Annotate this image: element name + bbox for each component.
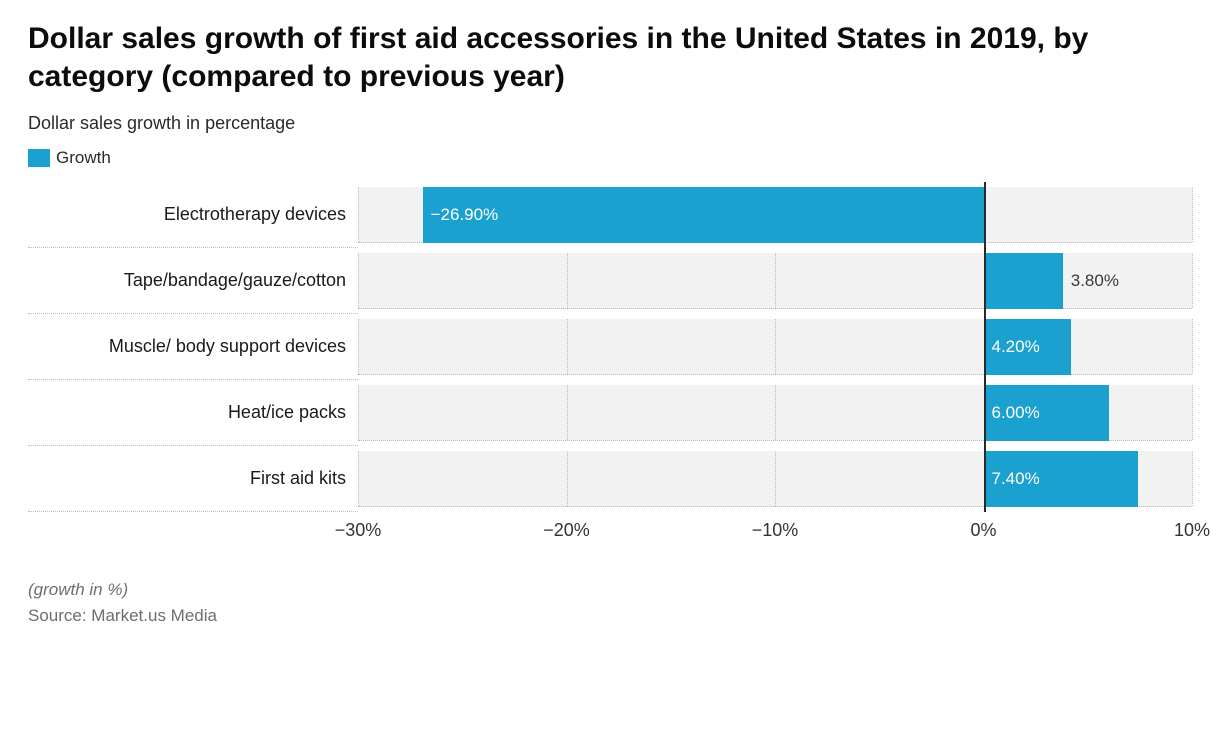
bar: 7.40% — [984, 451, 1138, 507]
x-tick-label: −10% — [752, 520, 799, 541]
bar-track: 7.40% — [358, 446, 1192, 512]
bar: 4.20% — [984, 319, 1072, 375]
bar: 3.80% — [984, 253, 1063, 309]
category-label: Muscle/ body support devices — [28, 314, 358, 380]
bar-track: 4.20% — [358, 314, 1192, 380]
chart-subtitle: Dollar sales growth in percentage — [28, 113, 1192, 134]
x-tick-label: 0% — [970, 520, 996, 541]
bar-value-label: 6.00% — [984, 403, 1048, 423]
category-label: First aid kits — [28, 446, 358, 512]
bar: −26.90% — [423, 187, 984, 243]
legend-swatch — [28, 149, 50, 167]
x-tick-label: −20% — [543, 520, 590, 541]
chart-row: Muscle/ body support devices 4.20% — [28, 314, 1192, 380]
chart-row: Heat/ice packs 6.00% — [28, 380, 1192, 446]
chart-title: Dollar sales growth of first aid accesso… — [28, 20, 1192, 95]
bar-track: −26.90% — [358, 182, 1192, 248]
category-label: Electrotherapy devices — [28, 182, 358, 248]
x-tick-label: −30% — [335, 520, 382, 541]
bar: 6.00% — [984, 385, 1109, 441]
bar-value-label: 3.80% — [1063, 271, 1127, 291]
chart-area: Electrotherapy devices −26.90% Tape/bandag… — [28, 182, 1192, 544]
bar-track: 6.00% — [358, 380, 1192, 446]
category-label: Tape/bandage/gauze/cotton — [28, 248, 358, 314]
bar-track: 3.80% — [358, 248, 1192, 314]
source-line: Source: Market.us Media — [28, 606, 1192, 626]
chart-row: Electrotherapy devices −26.90% — [28, 182, 1192, 248]
legend-label: Growth — [56, 148, 111, 168]
x-axis: −30%−20%−10%0%10% — [28, 514, 1192, 544]
chart-row: Tape/bandage/gauze/cotton 3.80% — [28, 248, 1192, 314]
bar-value-label: 4.20% — [984, 337, 1048, 357]
x-tick-label: 10% — [1174, 520, 1210, 541]
category-label: Heat/ice packs — [28, 380, 358, 446]
bar-value-label: −26.90% — [423, 205, 507, 225]
bar-value-label: 7.40% — [984, 469, 1048, 489]
chart-row: First aid kits 7.40% — [28, 446, 1192, 512]
unit-note: (growth in %) — [28, 580, 1192, 600]
legend: Growth — [28, 148, 1192, 168]
